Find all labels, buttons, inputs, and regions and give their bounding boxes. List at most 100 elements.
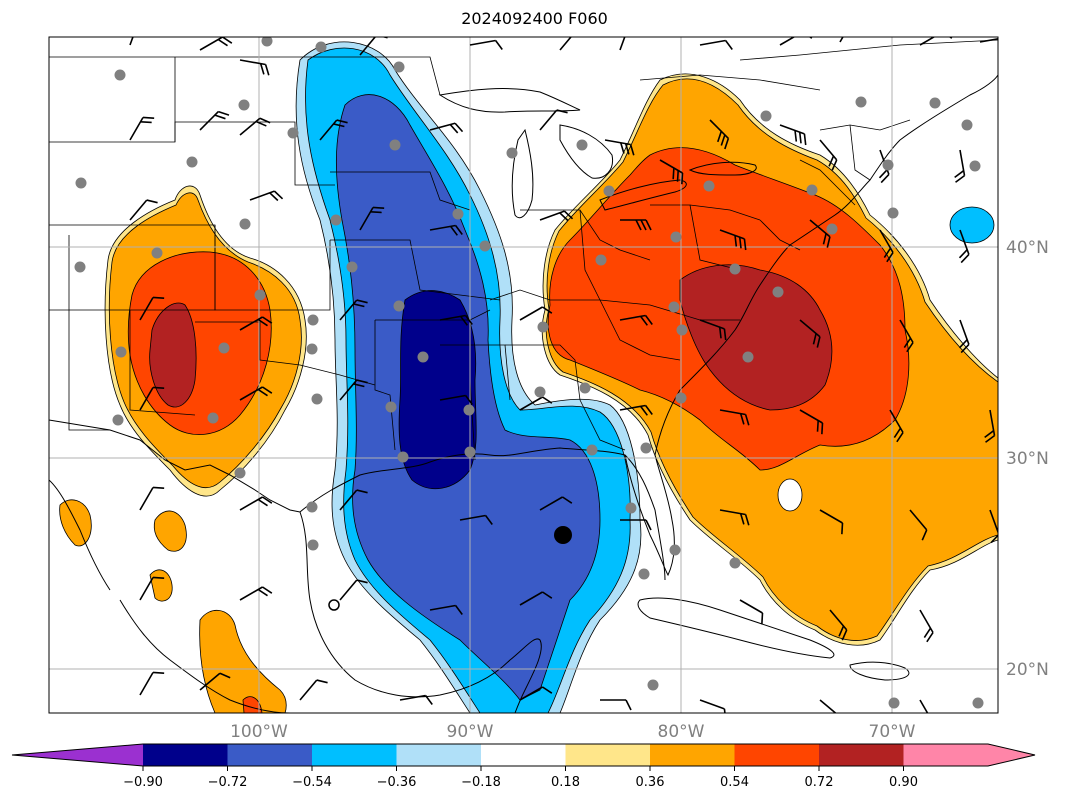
coastline-atlantic: [679, 74, 998, 391]
colorbar-tick-label: −0.72: [208, 775, 248, 790]
station-dot: [261, 37, 273, 47]
wind-barb: [899, 319, 914, 353]
colorbar-segment: [227, 744, 313, 766]
lake-ontario: [688, 161, 757, 176]
wind-barb: [819, 699, 841, 713]
map-panel: [49, 37, 998, 713]
station-dot: [506, 147, 518, 159]
wind-barb: [239, 316, 273, 331]
station-dot: [742, 351, 754, 363]
wind-barb: [719, 229, 747, 251]
wind-barb: [539, 210, 574, 222]
wind-barb: [799, 319, 821, 348]
wind-barb: [659, 159, 684, 185]
wind-barb: [139, 671, 165, 696]
small-ring-marker: [328, 599, 340, 611]
wind-barb: [909, 509, 928, 541]
colorbar-segment: [481, 744, 566, 766]
colorbar-segment: [819, 744, 904, 766]
colorbar-segment: [565, 744, 651, 766]
station-dots: [74, 37, 984, 709]
lon-label-90w: 90°W: [447, 722, 494, 742]
colorbar-tick-label: −0.54: [292, 775, 332, 790]
wind-barb: [399, 694, 433, 705]
figure-title: 2024092400 F060: [461, 9, 608, 28]
station-dot: [397, 451, 409, 463]
wind-barb: [958, 319, 970, 354]
station-dot: [537, 321, 549, 333]
coastline-cuba: [637, 597, 835, 659]
wind-barb: [339, 579, 368, 601]
wind-barb: [829, 609, 848, 641]
wind-barb: [539, 496, 573, 511]
station-dot: [806, 184, 818, 196]
station-dot: [151, 247, 163, 259]
contour-dark-red-east: [679, 264, 833, 411]
colorbar-segment: [312, 744, 397, 766]
contour-hole-1: [777, 478, 803, 512]
coastline-mexico: [299, 511, 542, 713]
wind-barb: [619, 404, 653, 416]
wind-barb: [779, 124, 807, 146]
storm-center-marker: [554, 526, 572, 544]
station-dot: [961, 119, 973, 131]
wind-barb: [519, 306, 553, 321]
colorbar-segment: [143, 744, 228, 766]
wind-barb: [239, 586, 273, 601]
station-dot: [855, 96, 867, 108]
contour-hole-2: [949, 206, 995, 244]
station-dot: [479, 240, 491, 252]
station-dot: [112, 414, 124, 426]
east-positive-field: [541, 73, 998, 646]
station-dot: [703, 180, 715, 192]
wind-barb: [459, 514, 493, 525]
wind-barb: [619, 314, 653, 326]
blob-mexico-1: [153, 510, 187, 552]
station-dot: [647, 679, 659, 691]
colorbar-segment: [396, 744, 482, 766]
wind-barb: [719, 409, 750, 426]
station-dot: [670, 231, 682, 243]
wind-barb: [839, 37, 854, 43]
colorbar-tick-label: 0.18: [551, 775, 580, 790]
station-dot: [929, 97, 941, 109]
colorbar-extend-low: [12, 744, 143, 766]
station-dot: [595, 254, 607, 266]
wind-barb: [620, 519, 652, 531]
station-dot: [75, 177, 87, 189]
station-dot: [393, 61, 405, 73]
wind-barb: [699, 319, 727, 341]
wind-barb: [129, 199, 158, 221]
wind-barb: [339, 299, 368, 321]
station-dot: [972, 697, 984, 709]
wind-barb: [519, 396, 553, 411]
wind-barb: [699, 39, 733, 50]
wind-barb: [919, 699, 934, 713]
lon-label-70w: 70°W: [869, 722, 916, 742]
wind-barb: [819, 139, 838, 171]
wind-barb: [919, 609, 934, 643]
wind-barb: [559, 37, 578, 51]
station-dot: [729, 263, 741, 275]
station-dot: [74, 261, 86, 273]
wind-barb: [239, 496, 273, 511]
lat-labels: 40°N 30°N 20°N: [1006, 238, 1049, 680]
contour-dark-red: [149, 302, 197, 408]
station-dot: [579, 382, 591, 394]
wind-barb: [129, 116, 155, 141]
station-dot: [772, 286, 784, 298]
station-dot: [888, 697, 900, 709]
wind-barb: [439, 314, 473, 326]
station-dot: [417, 351, 429, 363]
lat-label-20n: 20°N: [1006, 660, 1049, 680]
station-dot: [586, 444, 598, 456]
lake-superior: [438, 88, 581, 113]
wind-barb: [129, 37, 140, 46]
station-dot: [311, 393, 323, 405]
station-dot: [882, 159, 894, 171]
wind-barb: [139, 386, 165, 411]
coastline-pacific-mexico: [119, 599, 291, 713]
station-dot: [218, 342, 230, 354]
wind-barb: [739, 599, 764, 625]
station-dot: [389, 139, 401, 151]
